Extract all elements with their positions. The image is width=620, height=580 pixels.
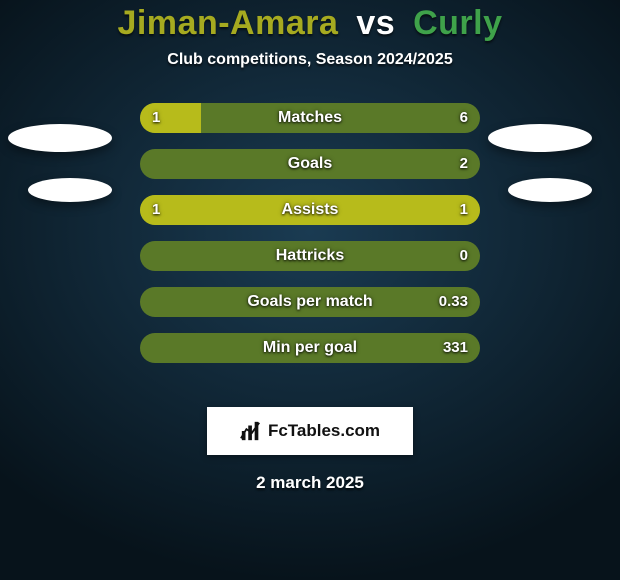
player-silhouette-oval [28, 178, 112, 202]
stat-label: Hattricks [140, 241, 480, 271]
stat-label: Goals per match [140, 287, 480, 317]
stat-value-left: 1 [152, 195, 160, 225]
brand-text: FcTables.com [268, 421, 380, 441]
date-stamp: 2 march 2025 [0, 473, 620, 493]
stat-value-right: 2 [460, 149, 468, 179]
stat-label: Min per goal [140, 333, 480, 363]
stat-row: Min per goal331 [140, 333, 480, 363]
brand-box: FcTables.com [207, 407, 413, 455]
stat-value-right: 331 [443, 333, 468, 363]
stat-row: Assists1 1 [140, 195, 480, 225]
stat-bars: Matches16Goals2Assists11Hattricks0Goals … [140, 103, 480, 379]
stat-row: Matches1 6 [140, 103, 480, 133]
stat-value-left: 1 [152, 103, 160, 133]
player-silhouette-oval [8, 124, 112, 152]
stat-value-right: 1 [460, 195, 468, 225]
subtitle: Club competitions, Season 2024/2025 [0, 51, 620, 69]
player1-name: Jiman-Amara [117, 4, 338, 42]
comparison-card: Jiman-Amara vs Curly Club competitions, … [0, 0, 620, 580]
stat-label: Assists [140, 195, 480, 225]
page-title: Jiman-Amara vs Curly [0, 4, 620, 43]
title-separator: vs [356, 4, 395, 42]
stat-value-right: 0 [460, 241, 468, 271]
stat-label: Goals [140, 149, 480, 179]
player-silhouette-oval [508, 178, 592, 202]
stat-label: Matches [140, 103, 480, 133]
bar-chart-icon [240, 420, 262, 442]
stat-row: Hattricks0 [140, 241, 480, 271]
stat-value-right: 6 [460, 103, 468, 133]
player2-name: Curly [413, 4, 502, 42]
stat-row: Goals per match0.33 [140, 287, 480, 317]
stat-row: Goals2 [140, 149, 480, 179]
player-silhouette-oval [488, 124, 592, 152]
stat-value-right: 0.33 [439, 287, 468, 317]
